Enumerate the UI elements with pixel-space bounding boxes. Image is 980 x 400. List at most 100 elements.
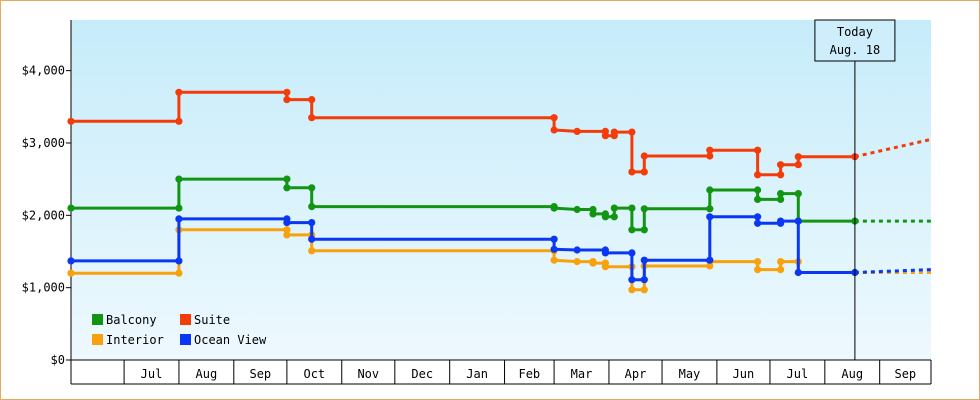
data-point-suite: [283, 88, 291, 96]
plot-background: [71, 20, 931, 360]
data-point-ocean-view: [573, 246, 581, 254]
data-point-balcony: [706, 205, 714, 213]
data-point-interior: [550, 256, 558, 264]
data-point-balcony: [175, 175, 183, 183]
data-point-ocean-view: [628, 249, 636, 257]
data-point-balcony: [777, 195, 785, 203]
today-label-line1: Today: [837, 25, 873, 39]
legend-label-interior: Interior: [106, 333, 164, 347]
data-point-balcony: [754, 195, 762, 203]
data-point-suite: [640, 168, 648, 176]
data-point-balcony: [610, 204, 618, 212]
y-tick-label: $3,000: [22, 136, 65, 150]
series-projection-suite: [854, 137, 932, 159]
x-month-label: Dec: [411, 367, 433, 381]
series-ocean-view: [67, 213, 932, 284]
data-point-balcony: [754, 186, 762, 194]
data-point-balcony: [308, 184, 316, 192]
data-point-balcony: [308, 203, 316, 211]
x-month-label: Jul: [787, 367, 809, 381]
data-point-suite: [794, 153, 802, 161]
data-point-suite: [283, 96, 291, 104]
x-month-label: Sep: [249, 367, 271, 381]
data-point-suite: [777, 161, 785, 169]
data-point-ocean-view: [754, 219, 762, 227]
x-month-label: Oct: [303, 367, 325, 381]
data-point-suite: [706, 146, 714, 154]
data-point-interior: [573, 258, 581, 266]
x-month-label: Apr: [625, 367, 647, 381]
data-point-ocean-view: [308, 235, 316, 243]
data-point-suite: [706, 152, 714, 160]
data-point-interior: [589, 259, 597, 267]
data-point-interior: [754, 258, 762, 266]
data-point-ocean-view: [754, 213, 762, 221]
today-label-box: [814, 19, 896, 62]
data-point-balcony: [601, 213, 610, 221]
data-point-ocean-view: [706, 213, 714, 221]
legend: Balcony Suite Interior Ocean View: [92, 313, 267, 347]
data-point-suite: [308, 114, 316, 122]
data-point-suite: [628, 168, 636, 176]
series-interior: [67, 226, 931, 294]
y-tick-label: $1,000: [22, 281, 65, 295]
legend-label-suite: Suite: [194, 313, 230, 327]
data-point-balcony: [283, 184, 291, 192]
x-month-label: Mar: [571, 367, 593, 381]
data-point-interior: [754, 266, 762, 274]
axes: $0 $1,000 $2,000 $3,000 $4,000 Jul Aug Sep Oct No…: [22, 20, 932, 385]
data-point-suite: [610, 128, 618, 136]
y-tick-label: $4,000: [22, 64, 65, 78]
data-point-suite: [573, 127, 581, 135]
data-point-interior: [628, 286, 636, 294]
legend-swatch-ocean-view: [180, 334, 191, 345]
data-point-suite: [175, 117, 183, 125]
data-point-ocean-view: [640, 256, 648, 264]
data-point-interior: [601, 263, 610, 271]
data-point-ocean-view: [706, 256, 714, 264]
y-tick-label: $0: [51, 353, 65, 367]
data-point-suite: [550, 114, 558, 122]
data-point-balcony: [640, 205, 648, 213]
x-month-label: Jul: [141, 367, 163, 381]
data-point-ocean-view: [550, 235, 558, 243]
data-point-suite: [754, 146, 762, 154]
x-month-label: Jun: [733, 367, 755, 381]
data-point-ocean-view: [777, 217, 785, 225]
x-month-label: Sep: [894, 367, 916, 381]
data-point-interior: [283, 231, 291, 239]
data-point-suite: [754, 171, 762, 179]
data-point-balcony: [67, 204, 75, 212]
legend-swatch-balcony: [92, 314, 103, 325]
data-point-ocean-view: [794, 217, 802, 225]
data-point-balcony: [794, 190, 802, 198]
data-point-ocean-view: [628, 276, 636, 284]
data-point-ocean-view: [283, 219, 291, 227]
today-marker: Today Aug. 18: [814, 19, 896, 360]
data-point-ocean-view: [601, 249, 610, 257]
data-point-interior: [640, 286, 648, 294]
today-label-line2: Aug. 18: [830, 43, 881, 57]
data-point-balcony: [573, 205, 581, 214]
data-point-suite: [67, 117, 75, 125]
x-month-label: Aug: [196, 367, 218, 381]
data-point-suite: [308, 96, 316, 104]
data-point-interior: [283, 226, 291, 234]
x-month-label: Aug: [841, 367, 863, 381]
data-point-interior: [67, 269, 75, 277]
data-point-suite: [640, 152, 648, 160]
data-point-balcony: [610, 213, 618, 221]
data-point-ocean-view: [550, 245, 558, 253]
data-point-suite: [628, 128, 636, 136]
data-point-suite: [794, 161, 802, 169]
legend-label-ocean-view: Ocean View: [194, 333, 267, 347]
x-month-label: Jan: [466, 367, 488, 381]
data-point-suite: [175, 88, 183, 96]
data-point-ocean-view: [175, 257, 183, 265]
data-point-suite: [777, 171, 785, 179]
series-balcony: [67, 175, 931, 234]
data-point-balcony: [706, 186, 714, 194]
series-suite: [67, 88, 932, 179]
data-point-ocean-view: [308, 219, 316, 227]
